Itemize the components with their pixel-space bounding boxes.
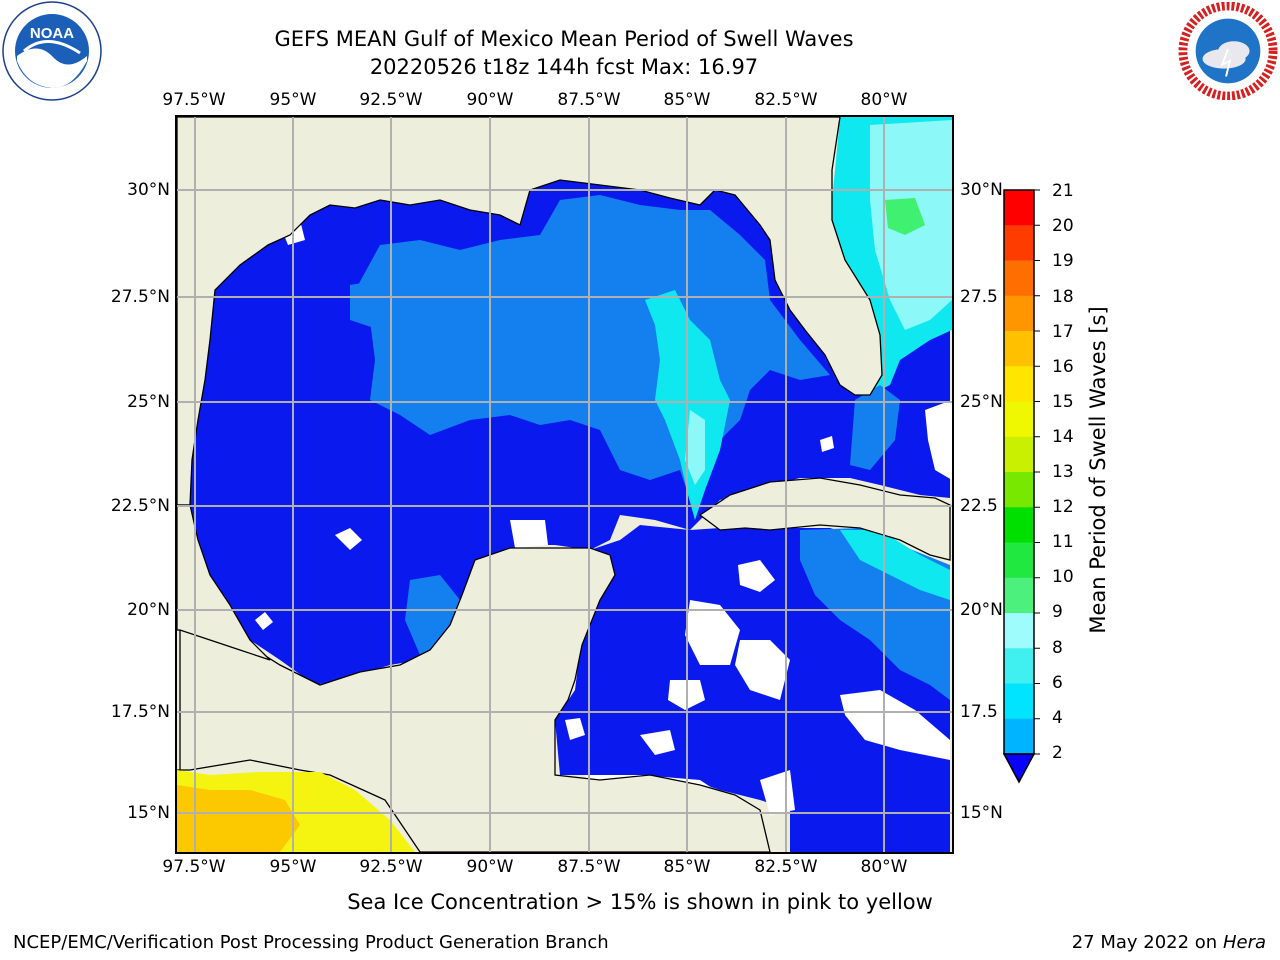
colorbar-tick: 17 xyxy=(1052,322,1074,342)
colorbar-tick: 14 xyxy=(1052,427,1074,447)
sea-ice-footnote-text: Sea Ice Concentration > 15% is shown in … xyxy=(347,890,933,914)
lon-label-bottom: 95°W xyxy=(269,857,317,877)
credit-date-text: 27 May 2022 on xyxy=(1071,932,1218,953)
lon-label-top: 97.5°W xyxy=(162,90,226,110)
colorbar-tick: 8 xyxy=(1052,638,1063,658)
credit-branch: NCEP/EMC/Verification Post Processing Pr… xyxy=(13,932,609,953)
swell-keys-4-6 xyxy=(850,385,900,470)
colorbar-segment xyxy=(1004,366,1034,402)
lat-label-left: 22.5°N xyxy=(110,496,170,516)
lat-label-right: 27.5 xyxy=(960,287,998,307)
land-yucatan xyxy=(177,547,771,852)
lon-label-top: 90°W xyxy=(466,90,514,110)
colorbar-segment xyxy=(1004,260,1034,297)
colorbar-tick: 16 xyxy=(1052,357,1074,377)
nws-logo xyxy=(1178,2,1278,100)
colorbar-tick: 12 xyxy=(1052,497,1074,517)
colorbar-tick: 13 xyxy=(1052,462,1074,482)
colorbar-segment xyxy=(1004,577,1034,614)
swell-caribbean-6-8 xyxy=(840,530,950,600)
colorbar-tick: 2 xyxy=(1052,743,1063,763)
colorbar-label: Mean Period of Swell Waves [s] xyxy=(1086,306,1110,634)
lon-label-top: 82.5°W xyxy=(754,90,818,110)
map-panel xyxy=(175,115,954,854)
sea-ice-footnote: Sea Ice Concentration > 15% is shown in … xyxy=(0,890,1280,914)
colorbar-tick: 19 xyxy=(1052,251,1074,271)
colorbar-segment xyxy=(1004,683,1034,720)
lon-label-bottom: 85°W xyxy=(663,857,711,877)
colorbar-tick: 15 xyxy=(1052,392,1074,412)
swell-band-4-6-north xyxy=(350,280,395,330)
credit-date: 27 May 2022 on Hera xyxy=(1072,932,1266,953)
colorbar-segment xyxy=(1004,718,1034,755)
lon-label-top: 87.5°W xyxy=(557,90,621,110)
lat-label-left: 20°N xyxy=(127,600,170,620)
map-subtitle: 20220526 t18z 144h fcst Max: 16.97 xyxy=(369,55,759,79)
lat-label-right: 25°N xyxy=(960,392,1003,412)
lon-label-bottom: 92.5°W xyxy=(359,857,423,877)
colorbar-segment xyxy=(1004,295,1034,332)
land-cuba xyxy=(698,477,951,561)
noaa-logo: NOAA xyxy=(2,1,102,101)
colorbar-segment xyxy=(1004,401,1034,438)
lon-label-bottom: 97.5°W xyxy=(162,857,226,877)
colorbar-tick: 6 xyxy=(1052,673,1063,693)
credit-machine: Hera xyxy=(1222,932,1266,953)
lat-label-left: 25°N xyxy=(127,392,170,412)
colorbar-tick: 10 xyxy=(1052,567,1074,587)
lat-label-left: 30°N xyxy=(127,180,170,200)
map-title: GEFS MEAN Gulf of Mexico Mean Period of … xyxy=(274,27,854,51)
land-florida-usa xyxy=(177,117,883,506)
colorbar-segment xyxy=(1004,225,1034,261)
colorbar-segment xyxy=(1004,190,1034,226)
colorbar-segment xyxy=(1004,472,1034,508)
noaa-logo-text: NOAA xyxy=(30,25,74,42)
map-grid xyxy=(177,117,952,852)
swell-tongue-8-9 xyxy=(685,410,705,485)
colorbar-tick: 21 xyxy=(1052,181,1074,201)
lat-label-right: 30°N xyxy=(960,180,1003,200)
lat-label-right: 20°N xyxy=(960,600,1003,620)
lon-label-bottom: 90°W xyxy=(466,857,514,877)
colorbar-under-arrow xyxy=(1003,753,1036,784)
lat-label-left: 17.5°N xyxy=(110,702,170,722)
colorbar-tick: 18 xyxy=(1052,287,1074,307)
lat-label-left: 15°N xyxy=(127,803,170,823)
lon-label-top: 92.5°W xyxy=(359,90,423,110)
sea-ice-orange xyxy=(177,785,300,852)
lon-label-bottom: 87.5°W xyxy=(557,857,621,877)
lat-label-right: 22.5 xyxy=(960,496,998,516)
land-mexico-east xyxy=(177,504,271,661)
colorbar-tick: 11 xyxy=(1052,532,1074,552)
lat-label-right: 15°N xyxy=(960,803,1003,823)
colorbar-segment xyxy=(1004,613,1034,649)
colorbar-tick: 20 xyxy=(1052,216,1074,236)
lon-label-bottom: 82.5°W xyxy=(754,857,818,877)
colorbar-segment xyxy=(1004,331,1034,367)
lon-label-top: 85°W xyxy=(663,90,711,110)
lon-label-top: 80°W xyxy=(860,90,908,110)
lon-label-top: 95°W xyxy=(269,90,317,110)
swell-green-patch xyxy=(885,198,925,235)
lat-label-left: 27.5°N xyxy=(110,287,170,307)
colorbar-segment xyxy=(1004,436,1034,473)
colorbar-segment xyxy=(1004,507,1034,543)
colorbar-tick: 9 xyxy=(1052,602,1063,622)
lon-label-bottom: 80°W xyxy=(860,857,908,877)
colorbar xyxy=(1003,189,1040,784)
colorbar-segment xyxy=(1004,648,1034,684)
colorbar-segment xyxy=(1004,542,1034,579)
colorbar-tick: 4 xyxy=(1052,708,1063,728)
map-canvas xyxy=(177,117,952,852)
lat-label-right: 17.5 xyxy=(960,702,998,722)
